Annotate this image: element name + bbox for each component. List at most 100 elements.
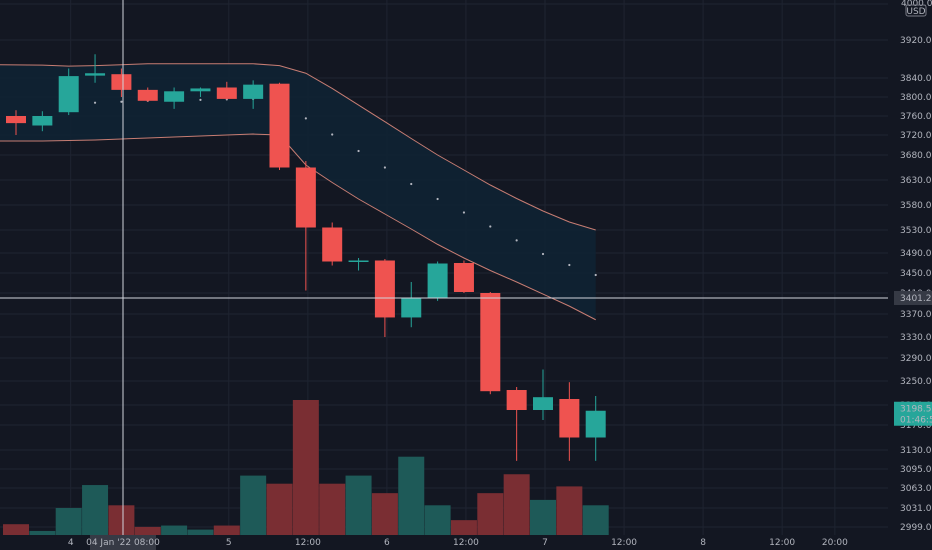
crosshair-price-box [894,291,932,305]
price-tick-label: 3130.00 [900,446,932,456]
price-tick-label: 3760.00 [900,112,932,122]
volume-bar [55,508,82,535]
candle-body [295,167,316,228]
candle-body [216,87,237,99]
price-tick-label: 3840.00 [900,74,932,84]
volume-bar [29,530,56,535]
volume-bar [240,475,267,535]
price-axis-background [888,0,932,550]
volume-bar [3,524,29,535]
candle-body [58,76,79,113]
price-tick-label: 3170.00 [900,421,932,431]
band-upper-line [0,63,596,231]
volume-bar [134,526,161,535]
price-tick-label: 3490.00 [900,249,932,259]
time-tick-label: 12:00 [453,538,479,548]
band-mid-dot [199,98,202,101]
time-tick-label: 12:00 [295,538,321,548]
price-tick-label: 2999.00 [900,523,932,533]
candle-body [32,116,53,126]
volume-bar [582,505,609,535]
band-mid-dot [331,133,334,136]
price-tick-label: 3063.00 [900,484,932,494]
time-axis[interactable]: 4 5 12:00 6 12:00 7 12:00 8 12:00 20:00 04 Jan '22… [0,535,888,550]
time-tick-label: 5 [226,538,232,548]
candle-body [190,88,211,92]
candle-body [269,83,290,168]
price-tick-label: 3370.00 [900,310,932,320]
candle-body [585,410,606,438]
volume-bars [3,400,609,535]
band-mid-dot [568,263,571,267]
candle-body [401,298,422,318]
candle-body [533,397,553,410]
volume-bar [398,456,425,535]
price-tick-label: 3920.00 [900,36,932,46]
candle-body [506,390,527,410]
candles[interactable] [6,54,606,461]
crosshair [0,0,888,535]
volume-bar [266,483,293,535]
band-mid-dot [489,225,492,228]
candle-body [85,73,106,76]
candle-body [427,263,448,299]
volume-bar [292,400,319,535]
band-mid-dot [594,273,597,277]
crosshair-time-label: 04 Jan '22 08:00 [86,538,160,548]
volume-bar [108,505,135,535]
band-mid-dot [515,239,518,242]
volume-bar [556,486,583,535]
volume-bar [161,525,188,535]
candle-body [322,227,343,262]
crosshair-time-box [90,535,156,550]
candle-body [480,293,501,392]
band-mid-dot [357,149,360,153]
crosshair-price-label: 3401.26 [900,294,932,304]
band-mid-dot [462,211,466,214]
currency-badge [905,4,927,17]
time-tick-label: 12:00 [769,538,795,548]
countdown-label: 01:46:59 [900,416,932,426]
volume-bar [503,474,530,535]
band-mid-dot [383,166,386,169]
price-tick-label: 3630.00 [900,176,932,186]
price-tick-label: 3720.00 [900,131,932,141]
volume-bar [82,485,109,535]
candle-body [243,84,264,99]
band-mid-dot [304,117,307,120]
candle-body [137,89,158,101]
band-mid-dot [436,197,439,201]
volume-bar [345,475,372,535]
time-tick-label: 8 [700,538,706,548]
price-tick-label: 3800.00 [900,93,932,103]
candle-body [6,116,26,124]
band-mid-dot [93,101,97,104]
time-tick-label: 6 [384,538,390,548]
currency-label: USD [906,7,925,17]
candle-body [164,91,185,102]
time-axis-background [0,535,888,550]
price-axis[interactable]: 2999.00 3031.00 3063.00 3095.00 3130.00 3170.… [888,0,932,550]
time-tick-label: 4 [68,538,74,548]
volume-bar [187,529,214,535]
volume-bar [213,525,240,535]
candle-body [559,399,580,438]
candle-body [374,260,395,318]
price-tick-label: 3250.00 [900,377,932,387]
price-tick-label: 3450.00 [900,269,932,279]
last-price-box [894,401,932,426]
candle-body [111,74,132,90]
volume-bar [424,505,451,535]
price-tick-label: 3290.00 [900,354,932,364]
time-tick-label: 20:00 [822,538,848,548]
band-mid-dot [541,252,545,256]
volume-bar [477,493,504,535]
price-tick-label: 3680.00 [900,151,932,161]
price-tick-label: 3031.00 [900,504,932,514]
price-tick-label: 3330.00 [900,333,932,343]
candle-body [453,263,474,292]
candle-body [348,260,369,262]
volume-bar [450,520,477,535]
price-tick-label: 3530.00 [900,226,932,236]
